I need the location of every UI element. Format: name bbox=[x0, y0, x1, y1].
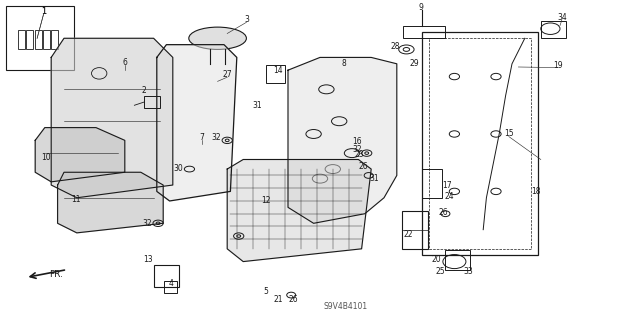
Bar bbox=[18, 30, 25, 49]
Text: 20: 20 bbox=[431, 256, 442, 264]
Text: 25: 25 bbox=[435, 267, 445, 276]
Bar bbox=[144, 96, 160, 108]
Text: 6: 6 bbox=[122, 58, 127, 67]
Bar bbox=[422, 32, 538, 255]
Text: 11: 11 bbox=[71, 195, 80, 204]
Text: 5: 5 bbox=[263, 287, 268, 296]
Text: 13: 13 bbox=[143, 256, 154, 264]
Text: 23: 23 bbox=[355, 150, 365, 159]
Polygon shape bbox=[51, 38, 173, 198]
Text: 2: 2 bbox=[141, 86, 147, 95]
Bar bbox=[445, 250, 470, 270]
Text: 26: 26 bbox=[288, 295, 298, 304]
Text: FR.: FR. bbox=[49, 271, 63, 279]
Text: 3: 3 bbox=[244, 15, 249, 24]
Text: 10: 10 bbox=[41, 153, 51, 162]
Text: 32: 32 bbox=[211, 133, 221, 142]
Text: 15: 15 bbox=[504, 130, 514, 138]
Bar bbox=[35, 30, 42, 49]
Polygon shape bbox=[35, 128, 125, 182]
Text: 22: 22 bbox=[404, 230, 413, 239]
Text: 18: 18 bbox=[532, 187, 541, 196]
Text: 1: 1 bbox=[41, 7, 46, 16]
Bar bbox=[6, 6, 74, 70]
Text: 27: 27 bbox=[222, 70, 232, 79]
Text: 8: 8 bbox=[342, 59, 347, 68]
Polygon shape bbox=[227, 160, 371, 262]
Bar bbox=[164, 281, 177, 293]
Bar bbox=[422, 169, 442, 198]
Polygon shape bbox=[157, 45, 237, 201]
Text: 9: 9 bbox=[419, 4, 424, 12]
Text: 31: 31 bbox=[369, 174, 380, 183]
Text: 28: 28 bbox=[391, 42, 400, 51]
Text: S9V4B4101: S9V4B4101 bbox=[324, 302, 367, 311]
Bar bbox=[429, 38, 531, 249]
Bar bbox=[154, 265, 179, 287]
Text: 21: 21 bbox=[274, 295, 283, 304]
Bar bbox=[541, 21, 566, 38]
Bar bbox=[43, 30, 50, 49]
Text: 1: 1 bbox=[41, 7, 46, 16]
Text: 34: 34 bbox=[557, 13, 567, 22]
Text: 19: 19 bbox=[553, 61, 563, 70]
Text: 31: 31 bbox=[252, 101, 262, 110]
Text: 32: 32 bbox=[352, 145, 362, 154]
Text: 32: 32 bbox=[142, 219, 152, 228]
Text: 24: 24 bbox=[444, 192, 454, 201]
Text: 30: 30 bbox=[173, 164, 183, 173]
Polygon shape bbox=[288, 57, 397, 223]
Text: 29: 29 bbox=[410, 59, 420, 68]
Text: 4: 4 bbox=[169, 279, 174, 288]
Text: 16: 16 bbox=[352, 137, 362, 146]
Text: 17: 17 bbox=[442, 181, 452, 189]
Text: 26: 26 bbox=[438, 208, 448, 217]
Polygon shape bbox=[58, 172, 163, 233]
Text: 14: 14 bbox=[273, 66, 284, 75]
Text: 12: 12 bbox=[261, 197, 270, 205]
Text: 26: 26 bbox=[358, 162, 369, 171]
Bar bbox=[403, 26, 445, 38]
Bar bbox=[26, 30, 33, 49]
Text: 33: 33 bbox=[463, 267, 474, 276]
Text: 7: 7 bbox=[199, 133, 204, 142]
Bar bbox=[402, 211, 428, 249]
Bar bbox=[51, 30, 58, 49]
Bar bbox=[266, 65, 285, 83]
Ellipse shape bbox=[189, 27, 246, 49]
